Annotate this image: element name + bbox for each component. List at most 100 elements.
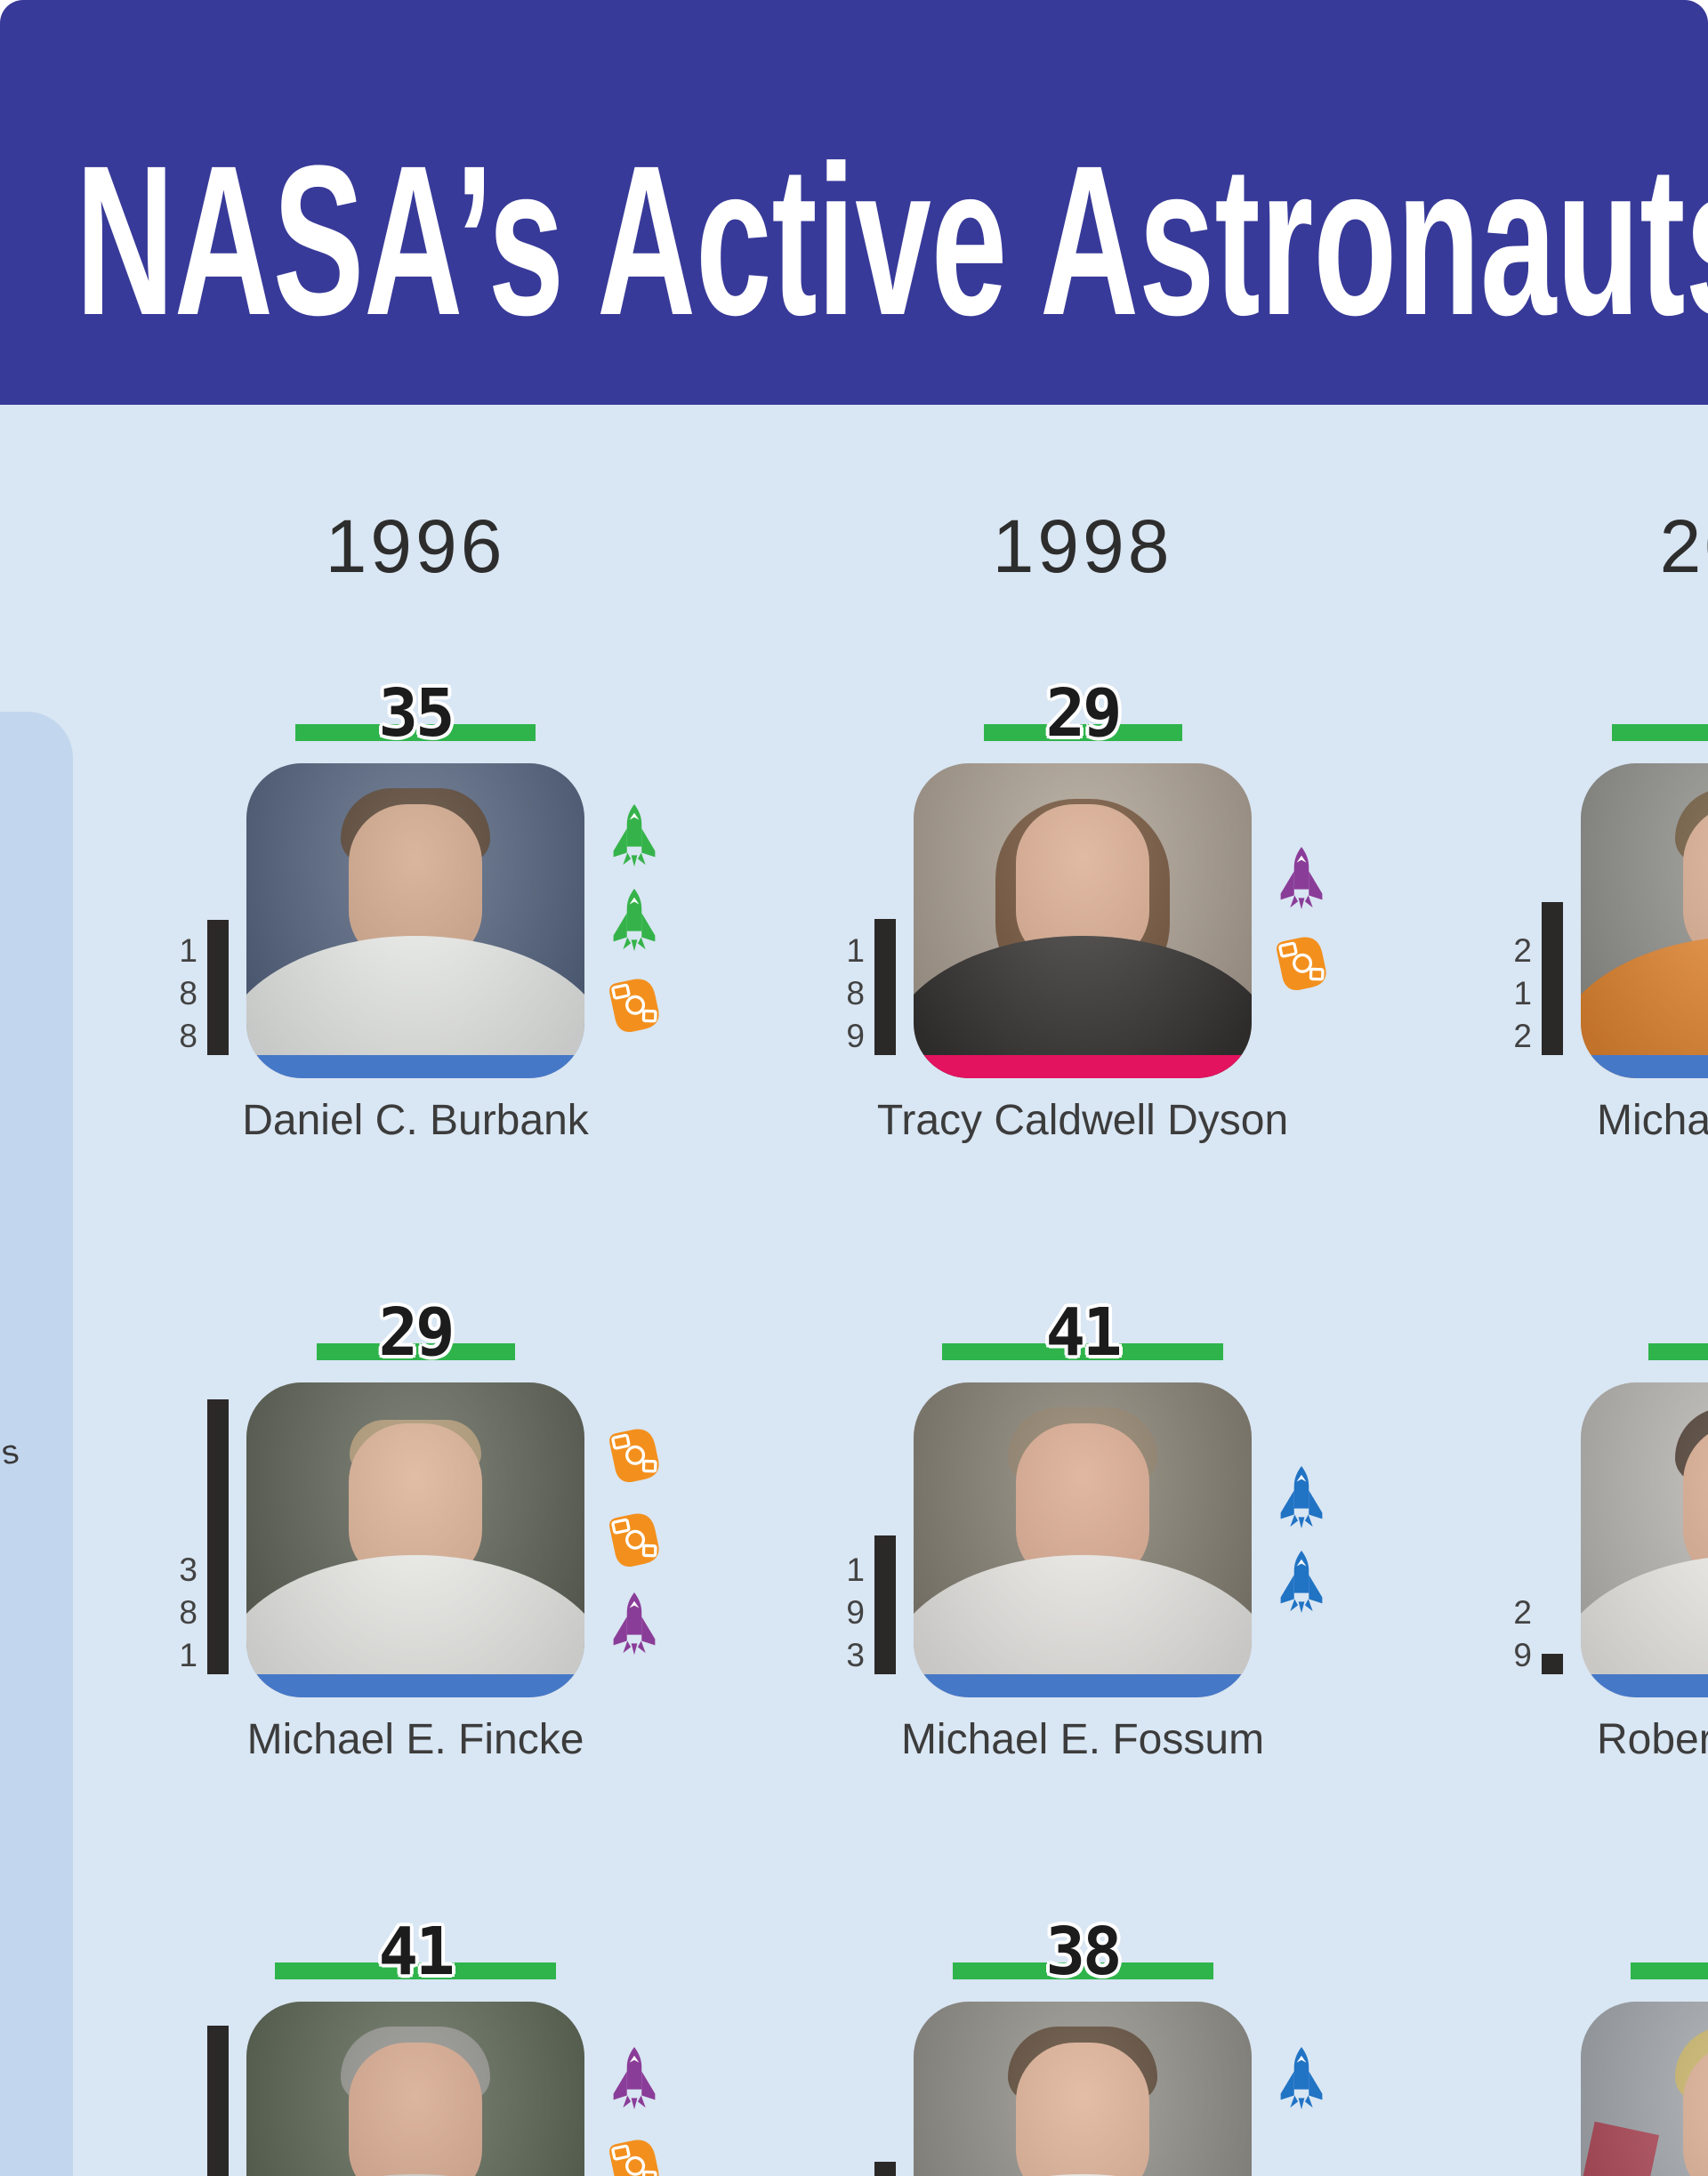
avatar-head [349, 2043, 482, 2176]
helmet-orange-icon [605, 1422, 664, 1488]
astronaut-name: Michael E. Fincke [246, 1716, 584, 1763]
helmet-orange-icon [605, 2133, 664, 2176]
astronaut-card: 41 [131, 1917, 709, 2176]
mission-icons [605, 2046, 664, 2176]
shuttle-green-icon [605, 803, 664, 869]
age-bar [983, 724, 1182, 741]
header-banner: NASA’s Active Astronauts [0, 0, 1708, 405]
legend-panel [0, 712, 73, 2176]
age-value: 41 [1045, 1294, 1122, 1371]
astronaut-name: Tracy Caldwell Dyson [876, 1097, 1289, 1144]
astronaut-card: 29 1 8 9 Tracy Caldwell Dyson [798, 679, 1376, 1221]
days-bar [207, 1399, 229, 1674]
age-bar [1648, 1343, 1708, 1360]
mission-icons [1272, 2046, 1331, 2133]
avatar-suit [914, 936, 1252, 1078]
class-year-label: 2000 [1659, 504, 1708, 588]
astronaut-photo [1581, 2002, 1708, 2176]
helmet-orange-icon [1272, 931, 1331, 996]
astronaut-photo [914, 1382, 1252, 1697]
page-title: NASA’s Active Astronauts [76, 121, 1708, 359]
astronaut-card: 2 9 Robert [1465, 1298, 1708, 1841]
age-bar [1631, 1962, 1708, 1979]
helmet-orange-icon [605, 972, 664, 1038]
shuttle-purple-icon [605, 1592, 664, 1657]
avatar-glow [246, 763, 584, 1078]
days-bar [874, 1535, 896, 1674]
age-value: 38 [1045, 1914, 1122, 1990]
avatar-suit [246, 936, 584, 1078]
class-year-label: 1998 [992, 504, 1173, 588]
astronaut-photo [1581, 1382, 1708, 1697]
avatar-glow [1581, 2002, 1708, 2176]
mission-icons [1272, 846, 1331, 1015]
days-value: 2 9 [1513, 1594, 1532, 1673]
age-bar [316, 1343, 515, 1360]
astronaut-card: 35 1 8 8 Daniel C. Burbank [131, 679, 709, 1221]
astronaut-photo [246, 763, 584, 1078]
status-band [246, 1674, 584, 1697]
shuttle-purple-icon [605, 2046, 664, 2112]
status-band [1581, 1674, 1708, 1697]
days-bar [207, 920, 229, 1055]
mission-icons [605, 1422, 664, 1676]
days-value: 1 9 3 [846, 1551, 865, 1673]
astronaut-photo [1581, 763, 1708, 1078]
astronaut-card [1465, 1917, 1708, 2176]
avatar-glow [914, 763, 1252, 1078]
days-value: 3 8 1 [179, 1551, 197, 1673]
shuttle-blue-icon [1272, 2046, 1331, 2112]
avatar-glow [246, 1382, 584, 1697]
astronaut-name: Robert [1597, 1716, 1708, 1763]
status-band [914, 1055, 1252, 1078]
age-bar [952, 1962, 1213, 1979]
age-value: 29 [1045, 675, 1122, 752]
avatar-glow [914, 1382, 1252, 1697]
astronaut-photo [914, 763, 1252, 1078]
astronaut-name: Michael [1597, 1097, 1708, 1144]
astronaut-name: Michael E. Fossum [900, 1716, 1265, 1763]
class-year-label: 1996 [325, 504, 506, 588]
avatar-glow [914, 2002, 1252, 2176]
age-bar [275, 1962, 556, 1979]
shuttle-blue-icon [1272, 1465, 1331, 1531]
avatar-head [1016, 2043, 1149, 2176]
shuttle-purple-icon [1272, 846, 1331, 912]
avatar-glow [246, 2002, 584, 2176]
shuttle-green-icon [605, 888, 664, 954]
age-bar [942, 1343, 1223, 1360]
shuttle-blue-icon [1272, 1550, 1331, 1616]
status-band [914, 1674, 1252, 1697]
mission-icons [605, 803, 664, 1057]
age-value: 35 [378, 675, 455, 752]
astronaut-photo [246, 1382, 584, 1697]
avatar-glow [1581, 763, 1708, 1078]
days-bar [1542, 1654, 1563, 1674]
astronaut-card: 29 3 8 1 Michael E. Fincke [131, 1298, 709, 1841]
status-band [246, 1055, 584, 1078]
astronaut-card: 2 1 2 Michael [1465, 679, 1708, 1221]
days-value: 2 1 2 [1513, 932, 1532, 1054]
astronaut-photo [914, 2002, 1252, 2176]
age-bar [1612, 724, 1708, 741]
age-bar [295, 724, 536, 741]
avatar-suit [246, 2174, 584, 2176]
days-bar [874, 2162, 896, 2176]
astronaut-card: 41 1 9 3 Michael E. Fossum [798, 1298, 1376, 1841]
days-value: 1 8 9 [846, 932, 865, 1054]
days-bar [874, 919, 896, 1055]
avatar-suit [914, 2174, 1252, 2176]
avatar-suit [246, 1555, 584, 1697]
avatar-suit [914, 1555, 1252, 1697]
days-bar [1542, 902, 1563, 1055]
astronaut-photo [246, 2002, 584, 2176]
avatar-glow [1581, 1382, 1708, 1697]
status-band [1581, 1055, 1708, 1078]
astronaut-name: Daniel C. Burbank [242, 1097, 589, 1144]
age-value: 41 [378, 1914, 455, 1990]
age-value: 29 [378, 1294, 455, 1371]
helmet-orange-icon [605, 1507, 664, 1573]
mission-icons [1272, 1465, 1331, 1634]
days-bar [207, 2026, 229, 2176]
